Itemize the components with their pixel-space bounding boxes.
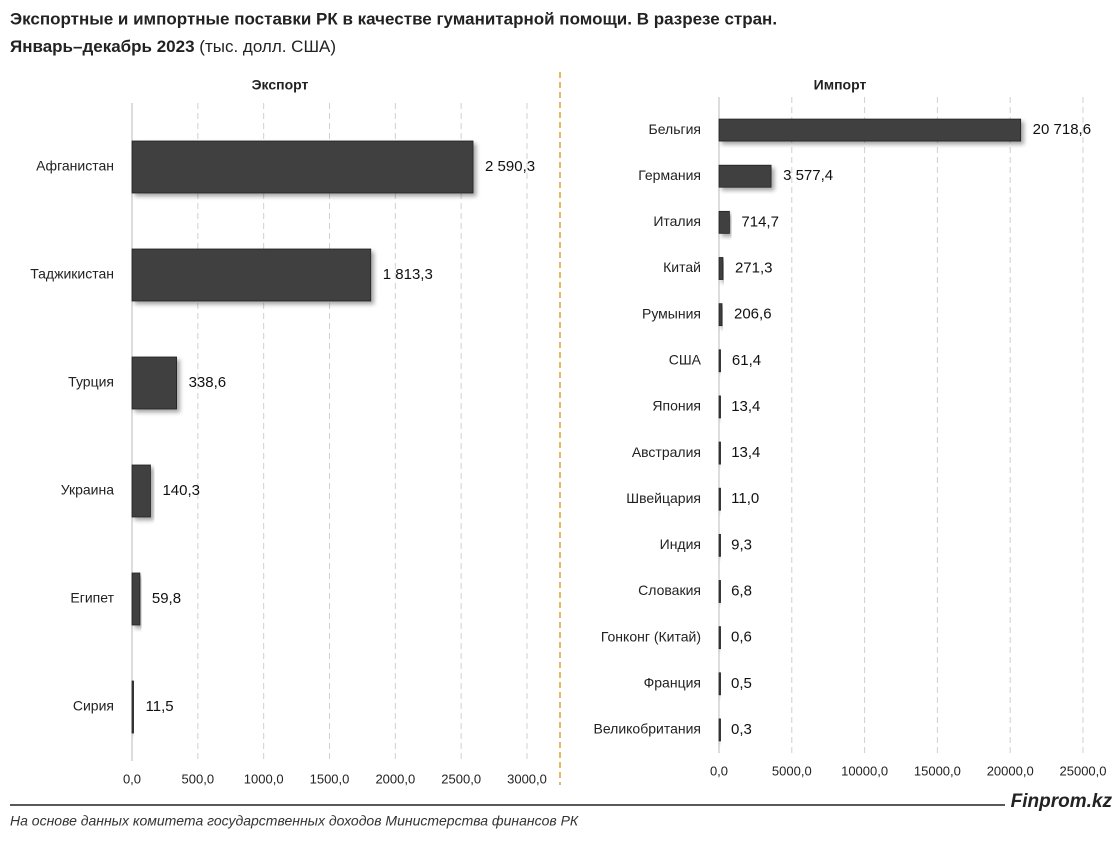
x-tick-label: 5000,0	[772, 763, 812, 778]
value-label: 59,8	[152, 590, 181, 607]
value-label: 0,6	[731, 629, 752, 646]
bar	[718, 718, 721, 742]
value-label: 338,6	[189, 374, 227, 391]
y-tick-label: Таджикистан	[30, 266, 114, 282]
value-label: 20 718,6	[1033, 121, 1091, 138]
value-label: 140,3	[162, 482, 200, 499]
subtitle: Январь–декабрь 2023 (тыс. долл. США)	[10, 37, 336, 56]
y-tick-label: Румыния	[642, 305, 701, 321]
bar	[131, 464, 151, 518]
bar	[718, 672, 721, 696]
y-tick-label: Швейцария	[626, 490, 701, 506]
x-tick-label: 1500,0	[310, 771, 350, 786]
y-tick-label: Австралия	[632, 444, 701, 460]
bar	[718, 395, 721, 419]
bar	[718, 303, 723, 327]
x-tick-label: 20000,0	[987, 763, 1034, 778]
x-tick-label: 1000,0	[244, 771, 284, 786]
y-tick-label: Словакия	[638, 582, 701, 598]
bar	[131, 572, 141, 626]
x-tick-label: 0,0	[710, 763, 728, 778]
y-tick-label: Франция	[644, 674, 701, 690]
y-tick-label: Гонконг (Китай)	[601, 628, 701, 644]
title: Экспортные и импортные поставки РК в кач…	[10, 9, 777, 28]
value-label: 3 577,4	[783, 167, 833, 184]
bar	[718, 257, 724, 280]
value-label: 0,5	[731, 675, 752, 692]
y-tick-label: США	[669, 351, 702, 367]
y-tick-label: Япония	[652, 398, 701, 414]
value-label: 1 813,3	[383, 266, 433, 283]
y-tick-label: Афганистан	[36, 158, 114, 174]
x-tick-label: 10000,0	[841, 763, 888, 778]
period: Январь–декабрь 2023	[10, 37, 195, 56]
bar	[718, 533, 721, 557]
bar	[718, 580, 721, 603]
panel-title: Импорт	[814, 77, 867, 93]
value-label: 6,8	[731, 582, 752, 599]
bar	[131, 248, 372, 302]
y-tick-label: Бельгия	[649, 121, 701, 137]
x-tick-label: 25000,0	[1060, 763, 1107, 778]
bar	[718, 626, 721, 650]
y-tick-label: Китай	[663, 259, 701, 275]
x-tick-label: 0,0	[123, 771, 141, 786]
value-label: 9,3	[731, 536, 752, 553]
x-tick-label: 2500,0	[441, 771, 481, 786]
value-label: 2 590,3	[485, 158, 535, 175]
x-tick-label: 15000,0	[914, 763, 961, 778]
charts: Экспорт 0,0 500,0 1000,0 1500,0 2000,0 2500,0 3…	[30, 77, 1106, 787]
x-tick-label: 3000,0	[507, 771, 547, 786]
y-tick-label: Египет	[70, 590, 114, 606]
bar	[718, 164, 772, 188]
y-tick-label: Германия	[638, 167, 701, 183]
x-tick-label: 2000,0	[375, 771, 415, 786]
source: На основе данных комитета государственны…	[10, 813, 579, 829]
y-tick-label: Сирия	[73, 698, 114, 714]
y-tick-label: Италия	[653, 213, 701, 229]
y-tick-label: Индия	[660, 536, 701, 552]
bar	[718, 210, 730, 234]
value-label: 13,4	[731, 444, 760, 461]
value-label: 11,0	[731, 490, 759, 507]
bar	[131, 356, 177, 410]
value-label: 61,4	[732, 352, 761, 369]
value-label: 11,5	[146, 698, 174, 715]
value-label: 13,4	[731, 398, 760, 415]
value-label: 0,3	[731, 721, 752, 738]
brand: Finprom.kz	[1011, 791, 1113, 812]
bar	[718, 487, 721, 511]
x-tick-label: 500,0	[182, 771, 215, 786]
bar	[718, 118, 1022, 142]
value-label: 206,6	[734, 306, 772, 323]
value-label: 271,3	[735, 259, 773, 276]
bar	[131, 140, 474, 194]
y-tick-label: Украина	[61, 482, 115, 498]
unit: (тыс. долл. США)	[199, 37, 336, 56]
y-tick-label: Великобритания	[593, 721, 701, 737]
bar	[718, 441, 721, 465]
panel-title: Экспорт	[252, 77, 309, 93]
bar	[131, 680, 134, 734]
bar	[718, 349, 721, 373]
value-label: 714,7	[741, 213, 779, 230]
y-tick-label: Турция	[68, 374, 114, 390]
